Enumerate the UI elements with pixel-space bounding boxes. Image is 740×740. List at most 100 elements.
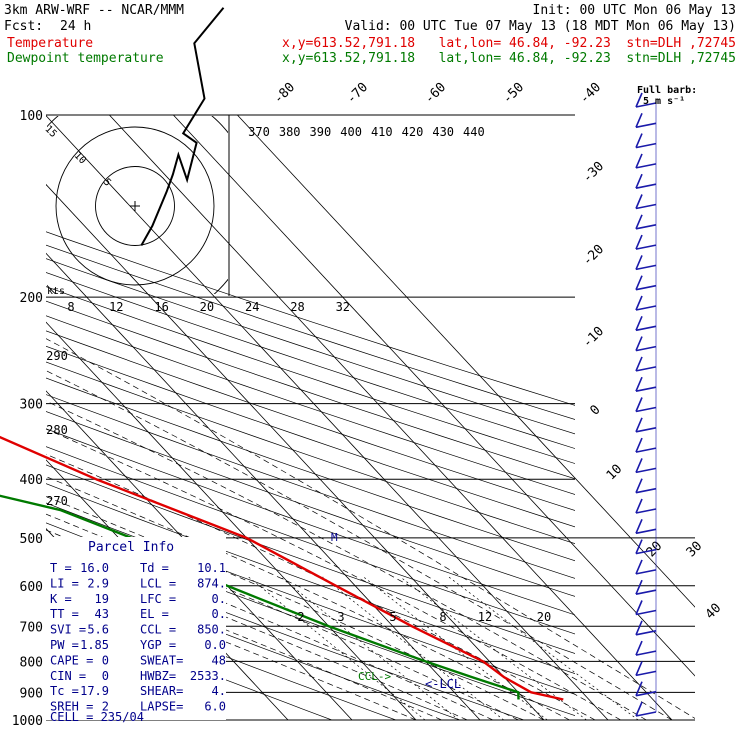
wind-barb — [635, 539, 657, 555]
dry-adiabat-line — [46, 272, 575, 449]
pressure-tick-label: 500 — [20, 532, 43, 547]
parcel-value: 0.0 — [204, 638, 226, 652]
pressure-tick-label: 100 — [20, 109, 43, 124]
temperature-location: x,y=613.52,791.18 lat,lon= 46.84, -92.23… — [282, 36, 736, 51]
wind-barb — [635, 336, 657, 352]
mixing-ratio-low-label: 8 — [439, 610, 446, 624]
lcl-label: <-LCL — [425, 677, 461, 691]
dry-adiabat-label: 290 — [46, 349, 68, 363]
wind-barb — [635, 518, 657, 535]
isotherm-label: 30 — [684, 539, 706, 561]
wind-barb — [635, 417, 657, 433]
parcel-value: 0 — [102, 669, 109, 683]
wind-barb — [635, 356, 657, 372]
theta-e-label: 370 — [248, 125, 270, 139]
dry-adiabat-line — [46, 258, 575, 435]
parcel-value: 48 — [212, 653, 226, 667]
isotherm-label: 10 — [604, 462, 626, 484]
dry-adiabat-label: 280 — [46, 423, 68, 437]
parcel-value: 0. — [212, 607, 226, 621]
wind-barb — [635, 620, 657, 636]
dry-adiabat-line — [46, 286, 575, 464]
mixing-ratio-line — [248, 576, 426, 720]
dry-adiabat-line — [46, 411, 575, 597]
hodograph-ring — [95, 166, 175, 246]
dry-adiabat-label: 270 — [46, 494, 68, 508]
moist-adiabat-line — [46, 296, 570, 720]
parcel-key: Tc = — [50, 684, 79, 698]
dry-adiabat-line — [46, 315, 575, 495]
isotherm-label: -20 — [580, 242, 607, 269]
mixing-ratio-low-label: 2 — [297, 610, 304, 624]
isotherm-line — [46, 115, 353, 720]
dry-adiabat-line — [46, 428, 575, 616]
isotherm-line — [173, 115, 695, 720]
parcel-value: 17.9 — [80, 684, 109, 698]
wind-barb — [635, 437, 657, 453]
pressure-tick-label: 800 — [20, 655, 43, 670]
dry-adiabat-line — [46, 446, 575, 635]
mixing-ratio-label: 8 — [67, 300, 74, 314]
isotherm-label: -70 — [344, 80, 371, 107]
parcel-value: 6.0 — [204, 700, 226, 714]
mixing-ratio-label: 28 — [290, 300, 304, 314]
parcel-key: EL = — [140, 607, 169, 621]
parcel-value: 2 — [102, 700, 109, 714]
isotherm-line — [46, 115, 417, 720]
wind-barb — [635, 498, 657, 514]
pressure-tick-label: 600 — [20, 580, 43, 595]
parcel-key: LAPSE= — [140, 700, 183, 714]
ccl-label: CCL-> — [358, 670, 391, 683]
isotherm-label: 0 — [587, 402, 603, 418]
isotherm-line — [46, 115, 609, 720]
parcel-key: CCL = — [140, 623, 176, 637]
theta-e-label: 430 — [432, 125, 454, 139]
parcel-value: 19 — [95, 592, 109, 606]
wind-barb — [635, 661, 657, 677]
dry-adiabat-line — [46, 300, 575, 480]
pressure-tick-label: 1000 — [12, 714, 43, 729]
wind-barb — [635, 600, 657, 616]
isotherm-line — [46, 115, 481, 720]
parcel-key: TT = — [50, 607, 79, 621]
isotherm-label: 40 — [703, 601, 725, 623]
wind-barb — [635, 153, 657, 169]
isotherm-label: -30 — [580, 159, 607, 186]
isotherm-label: -10 — [580, 324, 607, 351]
parcel-info-box: Parcel Info T = 16.0 Td = 10.1 LI = 2.9 LCL = 8… — [46, 537, 226, 724]
forecast-label: Fcst: — [4, 19, 44, 34]
moist-adiabat-line — [46, 296, 545, 720]
theta-e-label: 400 — [340, 125, 362, 139]
dry-adiabat-line — [46, 244, 575, 420]
isotherm-line — [109, 115, 673, 720]
hodograph-rings — [47, 116, 228, 294]
parcel-value: 10.1 — [197, 561, 226, 575]
dewpoint-legend: Dewpoint temperature — [7, 51, 164, 66]
parcel-value: 874. — [197, 576, 226, 590]
forecast-hour: 24 h — [60, 19, 92, 34]
isotherm-label: -80 — [271, 80, 298, 107]
mixing-ratio-label: 20 — [200, 300, 214, 314]
parcel-value: 0 — [102, 653, 109, 667]
hodograph-ring-label: 10 — [72, 150, 88, 166]
parcel-value: 5.6 — [87, 623, 109, 637]
isotherm-label: -60 — [422, 80, 449, 107]
temperature-profile — [0, 435, 564, 701]
moist-adiabat-line — [46, 296, 695, 720]
sounding-profiles — [0, 435, 564, 701]
dry-adiabat-line — [46, 394, 575, 579]
mixing-ratio-line — [280, 576, 460, 720]
temperature-legend: Temperature — [7, 36, 94, 51]
mixing-ratio-low-label: 12 — [478, 610, 492, 624]
wind-barb — [635, 133, 657, 149]
theta-e-label: 380 — [279, 125, 301, 139]
moist-adiabat-line — [46, 296, 621, 720]
hodograph-ring — [55, 126, 215, 286]
parcel-value: 0. — [212, 592, 226, 606]
barb-legend-line2: 5 m s⁻¹ — [643, 96, 685, 107]
moist-adiabat-line — [46, 296, 647, 720]
moist-adiabat-line — [46, 296, 673, 720]
dry-adiabat-line — [46, 585, 396, 720]
wind-barb — [635, 112, 657, 129]
theta-e-label: 390 — [310, 125, 332, 139]
